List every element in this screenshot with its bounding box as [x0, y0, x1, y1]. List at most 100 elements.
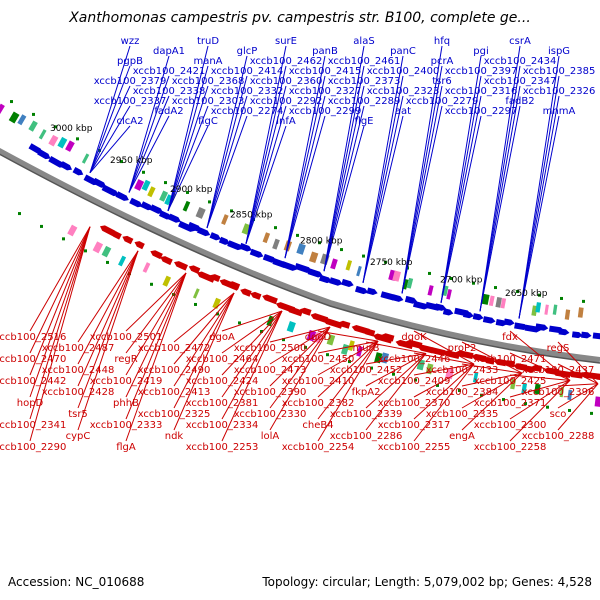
forward-gene-arrow [72, 166, 84, 176]
gene-label: flgA [116, 442, 136, 453]
gene-label: xccb100_2425 [474, 376, 547, 387]
label-line [269, 326, 331, 387]
label-lines [29, 45, 599, 442]
feature-bar [567, 389, 573, 401]
forward-gene-arrow [434, 303, 447, 311]
gene-label: xccb100_2288 [522, 431, 595, 442]
label-line [125, 272, 187, 376]
gene-label: tsr6 [432, 76, 452, 87]
gene-label: xccb100_2424 [186, 376, 259, 387]
gene-label: clcA2 [117, 116, 144, 127]
feature-bar [345, 259, 353, 271]
gene-label: dgoD [305, 332, 332, 343]
reverse-gene-arrow [482, 357, 495, 365]
reverse-gene-arrow [567, 371, 584, 379]
gene-label: cypC [66, 431, 91, 442]
label-line [173, 292, 235, 343]
feature-bar [195, 207, 206, 219]
label-line [518, 55, 560, 319]
gene-label: regR [114, 354, 137, 365]
kbp-label: 2750 kbp [370, 258, 413, 268]
feature-bar [544, 304, 549, 315]
feature-bar [118, 255, 127, 267]
label-line [173, 292, 235, 365]
gene-label: xccb100_2516 [0, 332, 66, 343]
label-line [557, 341, 599, 385]
label-line [167, 65, 209, 212]
label-line [440, 95, 482, 304]
label-line [518, 95, 560, 319]
kbp-label: 2850 kbp [230, 210, 273, 220]
reverse-gene-arrow [210, 274, 221, 282]
feature-bar [552, 304, 558, 315]
feature-bar [564, 309, 571, 320]
forward-gene-arrow [92, 177, 107, 188]
label-line [206, 55, 248, 229]
forward-gene-arrow [28, 143, 43, 154]
label-line [362, 115, 404, 283]
feature-bar [535, 302, 542, 313]
feature-bar [159, 190, 169, 202]
label-line [362, 75, 404, 283]
label-line [557, 363, 599, 385]
gene-label: xccb100_2326 [523, 86, 596, 97]
stats-text: Topology: circular; Length: 5,079,002 bp… [261, 575, 592, 589]
gene-label: xccb100_2415 [289, 66, 362, 77]
forward-gene-arrow [341, 278, 354, 287]
label-line [509, 379, 571, 442]
feature-bar [577, 307, 584, 318]
label-line [401, 85, 443, 294]
gene-label: xccb100_2323 [367, 86, 440, 97]
gene-label: xccb100_2448 [42, 365, 115, 376]
forward-gene-arrow [329, 277, 343, 286]
label-line [317, 330, 379, 342]
label-line [221, 310, 283, 332]
gene-label: xccb100_2461 [328, 56, 401, 67]
gene-label: xccb100_2325 [138, 409, 211, 420]
tick-dot [18, 212, 21, 216]
feature-bar [65, 140, 75, 152]
gene-label: xccb100_2470 [0, 354, 66, 365]
label-line [317, 340, 379, 442]
label-line [29, 226, 91, 442]
gene-label: xccb100_2410 [282, 376, 355, 387]
gene-label: panB [312, 46, 338, 57]
forward-gene-arrow [462, 311, 474, 319]
label-line [401, 45, 443, 294]
label-line [509, 352, 571, 381]
label-line [77, 250, 139, 431]
feature-bar [296, 243, 306, 255]
label-line [245, 125, 287, 244]
gene-label: cheB4 [302, 420, 333, 431]
label-line [245, 85, 287, 244]
kbp-label: 2650 kbp [505, 289, 548, 299]
forward-gene-arrow [392, 294, 404, 302]
label-line [89, 105, 131, 174]
label-line [365, 353, 427, 409]
forward-gene-arrow [281, 261, 298, 271]
gene-label: fkpA2 [352, 387, 381, 398]
feature-bar [8, 111, 20, 124]
kbp-label: 2900 kbp [170, 185, 213, 195]
label-line [362, 95, 404, 283]
label-line [77, 250, 139, 343]
tick-dot [230, 209, 233, 213]
label-line [518, 75, 560, 319]
tick-dot [260, 329, 263, 333]
label-line [167, 85, 209, 212]
gene-label: ndk [165, 431, 184, 442]
label-line [221, 310, 283, 398]
kbp-scale: 3000 kbp 2950 kbp 2900 kbp 2850 kbp 2800 kbp… [50, 124, 548, 299]
feature-bar [272, 238, 280, 250]
tick-dot [76, 137, 79, 141]
gene-label: xccb100_2446 [378, 354, 451, 365]
tick-dot [480, 393, 483, 397]
gene-label: pgpB [117, 56, 143, 67]
tick-dot [106, 260, 109, 264]
feature-bar [406, 277, 414, 289]
label-line [413, 363, 475, 398]
gene-label: xccb100_2400 [367, 66, 440, 77]
gene-label: xccb100_2385 [523, 66, 596, 77]
gene-label: xccb100_2333 [90, 420, 163, 431]
gene-label: xccb100_2317 [378, 420, 451, 431]
